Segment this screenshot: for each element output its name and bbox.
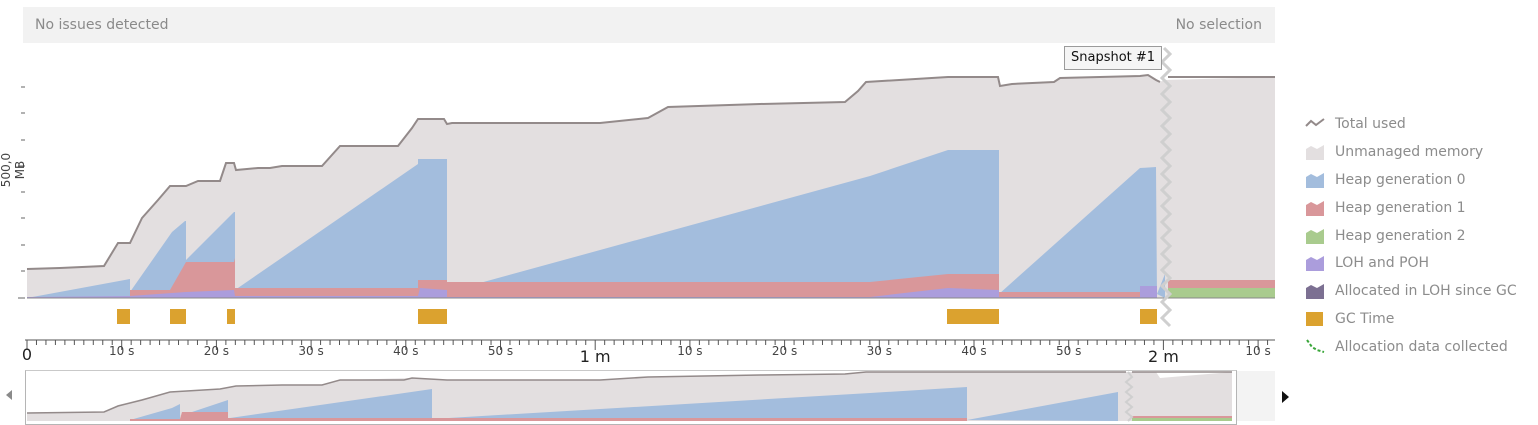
legend-label: GC Time xyxy=(1335,311,1395,328)
legend-item-total-used[interactable]: Total used xyxy=(1305,110,1535,138)
overview-viewport[interactable] xyxy=(25,370,1237,425)
area-icon xyxy=(1306,200,1324,216)
area-icon xyxy=(1306,256,1324,272)
legend-label: Allocated in LOH since GC xyxy=(1335,283,1517,300)
legend-item-heap-gen1[interactable]: Heap generation 1 xyxy=(1305,194,1535,222)
time-tick-label: 50 s xyxy=(487,344,514,358)
chart-legend: Total used Unmanaged memory Heap generat… xyxy=(1305,110,1535,361)
legend-label: Unmanaged memory xyxy=(1335,143,1484,160)
legend-label: Heap generation 1 xyxy=(1335,199,1466,216)
gc-bar xyxy=(227,309,235,324)
legend-item-gc-time[interactable]: GC Time xyxy=(1305,305,1535,333)
y-axis-ticks xyxy=(18,86,25,299)
legend-item-unmanaged-memory[interactable]: Unmanaged memory xyxy=(1305,138,1535,166)
gc-bar xyxy=(947,309,999,324)
time-axis-minor-ticks xyxy=(26,340,1269,350)
overview-mini-chart xyxy=(26,371,1275,422)
heap-gen1-area xyxy=(130,258,1275,298)
issues-status: No issues detected xyxy=(35,17,169,33)
time-tick-label: 2 m xyxy=(1147,347,1179,366)
gc-bar xyxy=(1140,309,1157,324)
time-tick-label: 10 s xyxy=(109,344,135,358)
status-bar: No issues detected No selection xyxy=(23,7,1275,43)
legend-item-allocation-data[interactable]: Allocation data collected xyxy=(1305,333,1535,361)
time-tick-label: 40 s xyxy=(961,344,987,358)
time-tick-label: 50 s xyxy=(1056,344,1082,358)
gc-bar xyxy=(117,309,130,324)
area-icon xyxy=(1306,172,1324,188)
gc-bar xyxy=(418,309,447,324)
heap-gen2-area xyxy=(1168,288,1275,298)
time-tick-label: 40 s xyxy=(393,344,419,358)
legend-label: Heap generation 2 xyxy=(1335,227,1466,244)
scroll-left-icon[interactable] xyxy=(6,390,12,400)
time-tick-label: 10 s xyxy=(677,344,703,358)
legend-label: Allocation data collected xyxy=(1335,339,1508,356)
time-tick-label: 1 m xyxy=(579,347,611,366)
dashed-line-icon xyxy=(1306,339,1325,354)
time-tick-label: 30 s xyxy=(298,344,324,358)
time-tick-label: 0 xyxy=(21,345,33,364)
time-tick-label: 10 s xyxy=(1245,344,1271,358)
total-used-line xyxy=(26,73,1161,270)
scroll-right-icon[interactable] xyxy=(1282,391,1289,403)
legend-label: LOH and POH xyxy=(1335,255,1430,272)
y-axis-label: 500,0 MB xyxy=(0,152,27,188)
legend-item-loh-poh[interactable]: LOH and POH xyxy=(1305,249,1535,277)
selection-status: No selection xyxy=(1175,17,1262,33)
legend-item-heap-gen0[interactable]: Heap generation 0 xyxy=(1305,166,1535,194)
area-icon xyxy=(1306,144,1324,160)
loh-poh-area xyxy=(27,286,1157,298)
snapshot-label[interactable]: Snapshot #1 xyxy=(1064,46,1163,70)
area-icon xyxy=(1306,228,1324,244)
time-tick-label: 20 s xyxy=(203,344,230,358)
legend-label: Heap generation 0 xyxy=(1335,171,1466,188)
legend-label: Total used xyxy=(1335,115,1406,132)
legend-item-allocated-loh[interactable]: Allocated in LOH since GC xyxy=(1305,277,1535,305)
time-tick-label: 20 s xyxy=(771,344,798,358)
snapshot-break-marker xyxy=(1159,46,1173,328)
legend-item-heap-gen2[interactable]: Heap generation 2 xyxy=(1305,222,1535,250)
time-tick-label: 30 s xyxy=(866,344,892,358)
heap-gen0-area xyxy=(27,150,1165,298)
gc-bar xyxy=(170,309,186,324)
area-icon xyxy=(1306,284,1324,300)
memory-timeline-chart[interactable] xyxy=(0,44,1300,425)
bar-icon xyxy=(1306,312,1323,327)
line-icon xyxy=(1305,118,1325,127)
gc-time-bars xyxy=(117,309,1157,324)
